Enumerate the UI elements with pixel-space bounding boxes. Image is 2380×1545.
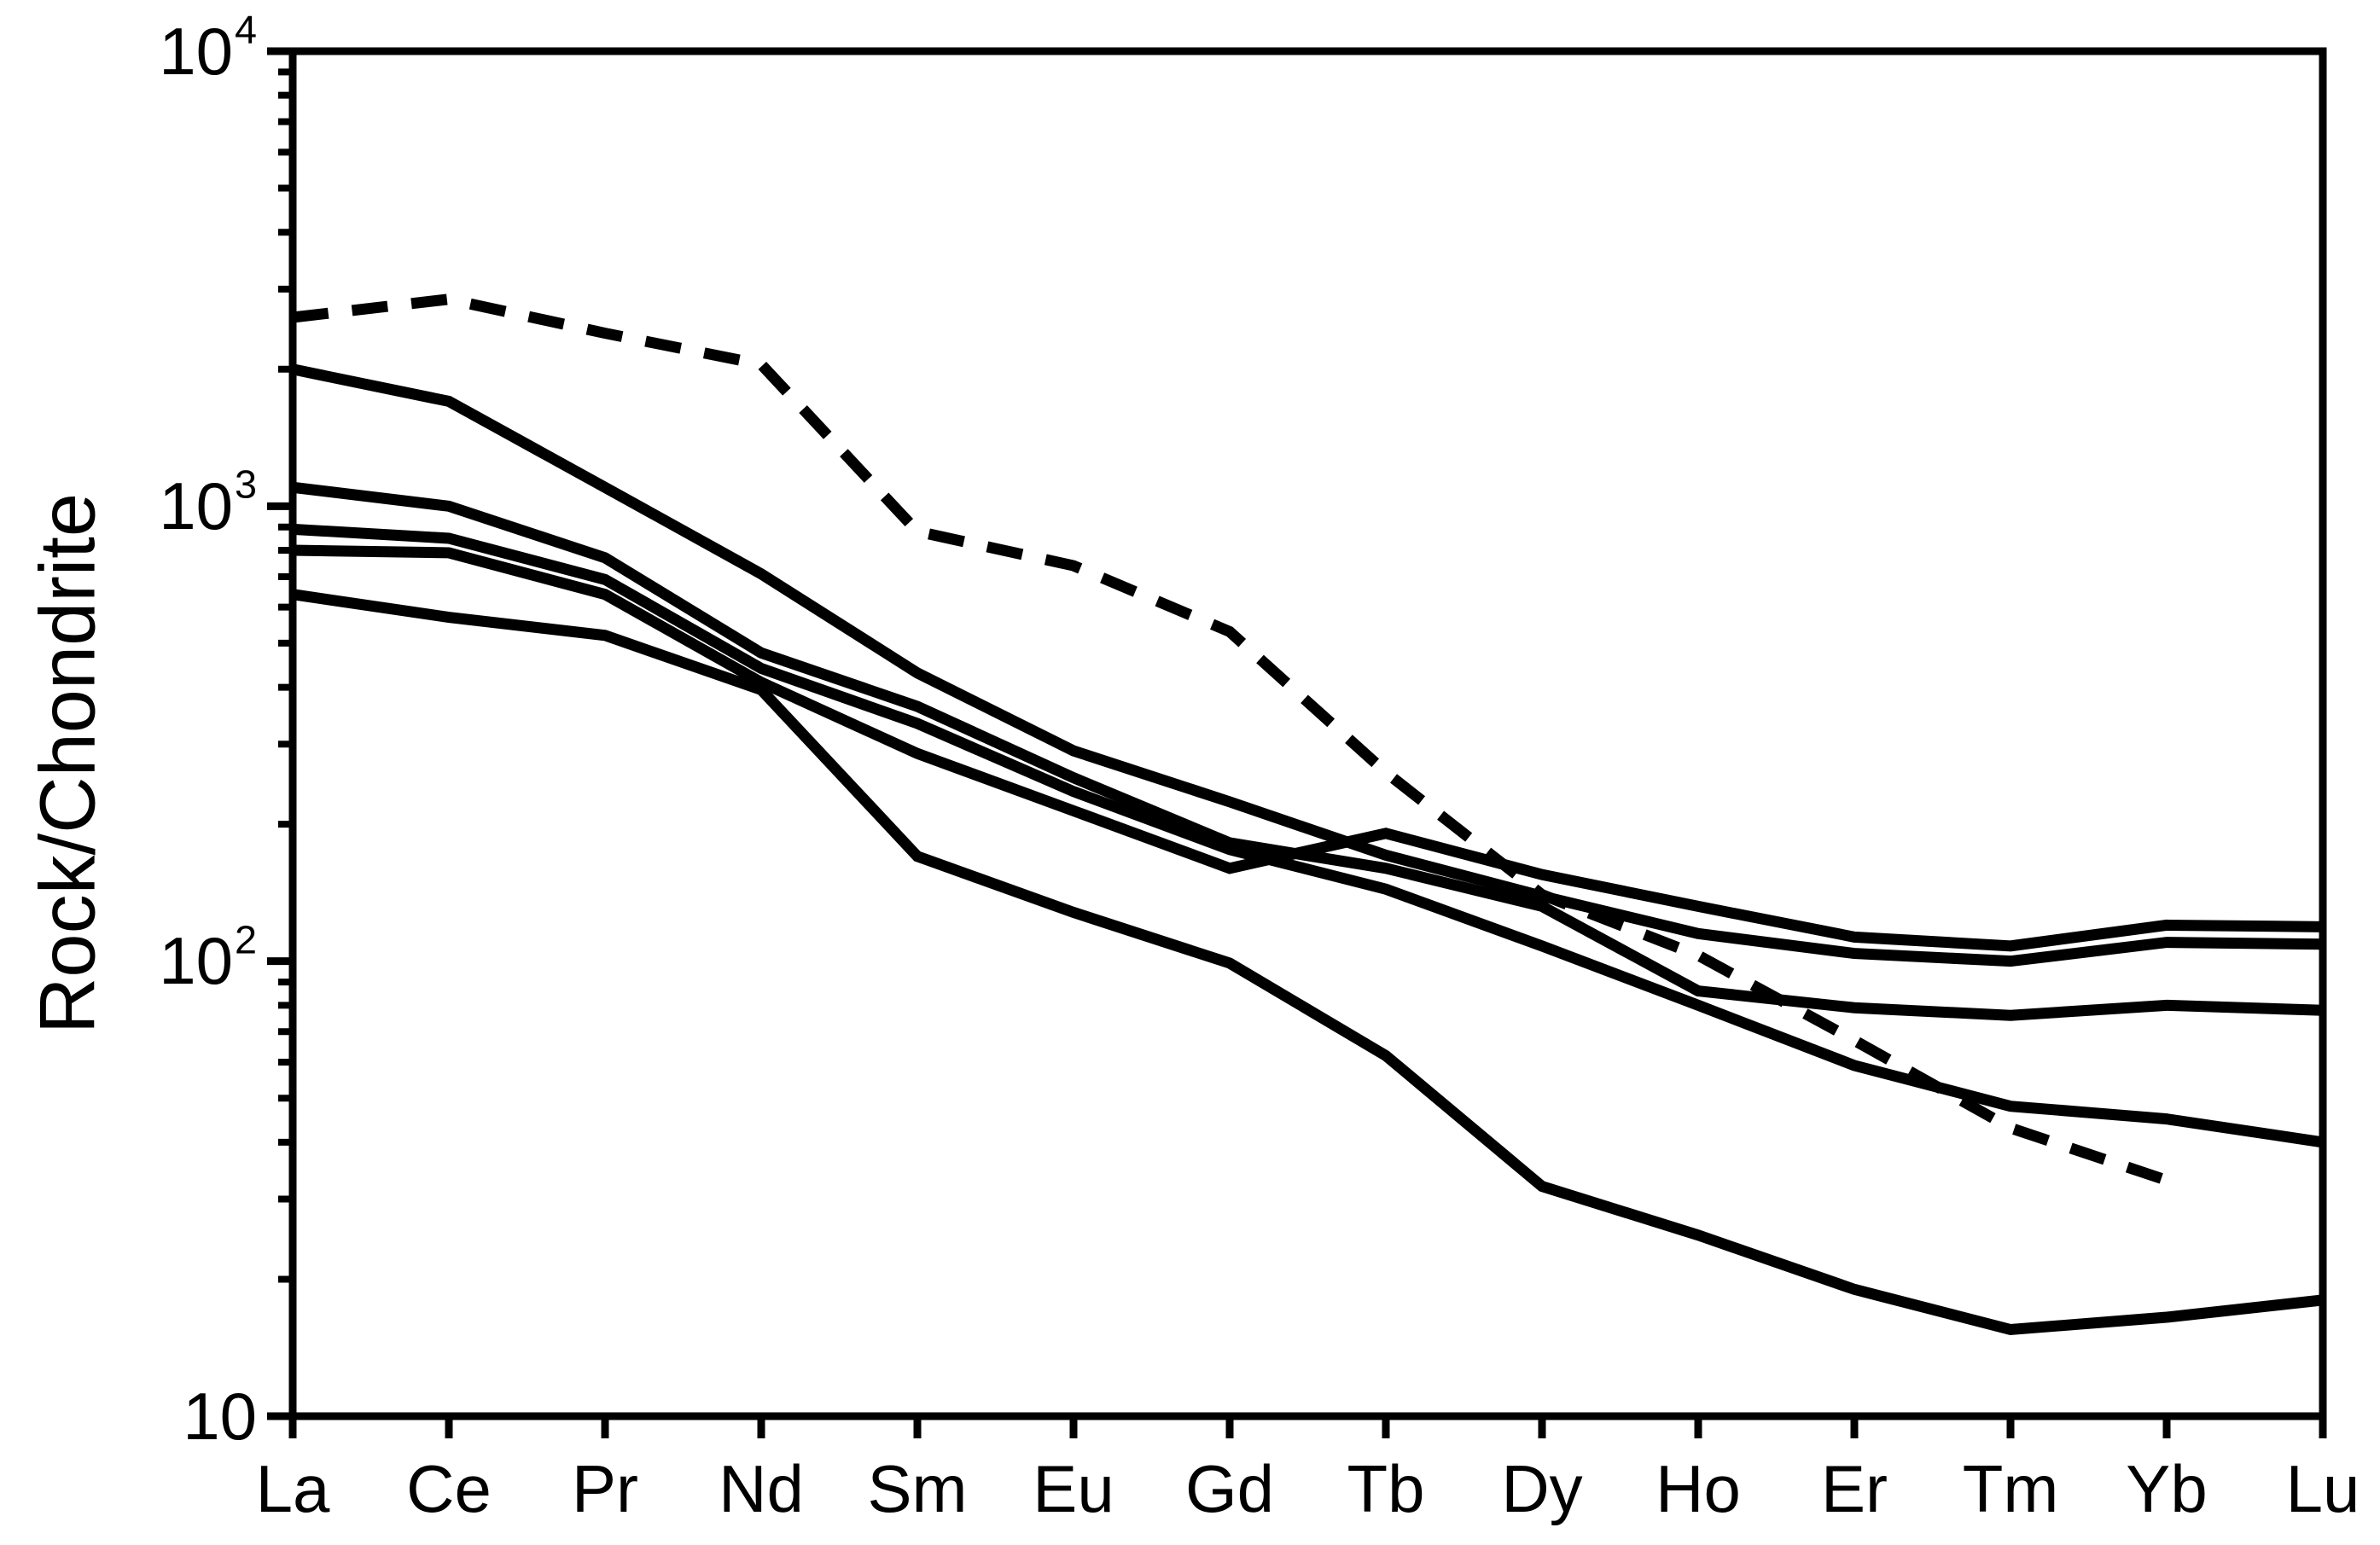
series-line-solid-pattern-4 <box>292 544 2324 952</box>
x-tick-label-La: La <box>255 1451 330 1526</box>
series-line-dashed-pattern <box>292 293 2169 1186</box>
x-tick-label-Pr: Pr <box>572 1451 638 1526</box>
series-line-solid-pattern-3 <box>292 523 2324 1148</box>
y-tick-label-103: 10 3 <box>159 462 257 543</box>
series-line-solid-pattern-5 <box>292 589 2324 1336</box>
x-tick-label-Tm: Tm <box>1962 1451 2059 1526</box>
x-tick-label-Tb: Tb <box>1347 1451 1425 1526</box>
x-tick-label-Nd: Nd <box>719 1451 804 1526</box>
x-tick-label-Dy: Dy <box>1501 1451 1583 1526</box>
series-line-solid-pattern-2 <box>292 481 2324 1021</box>
y-tick-label-102: 10 2 <box>159 916 257 999</box>
x-tick-label-Ho: Ho <box>1656 1451 1741 1526</box>
y-tick-label-10: 10 <box>183 1378 257 1454</box>
x-tick-label-Ce: Ce <box>406 1451 492 1526</box>
x-tick-label-Er: Er <box>1821 1451 1888 1526</box>
series-line-solid-pattern-1 <box>291 363 2324 967</box>
y-tick-label-104: 10 4 <box>159 7 257 89</box>
axes-box <box>288 47 2327 1420</box>
x-tick-label-Eu: Eu <box>1033 1451 1114 1526</box>
x-tick-label-Lu: Lu <box>2285 1451 2360 1526</box>
y-axis-title: Rock/Chondrite <box>24 492 112 1035</box>
x-tick-label-Sm: Sm <box>867 1451 968 1526</box>
x-tick-label-Yb: Yb <box>2126 1451 2208 1526</box>
x-tick-label-Gd: Gd <box>1184 1451 1275 1526</box>
